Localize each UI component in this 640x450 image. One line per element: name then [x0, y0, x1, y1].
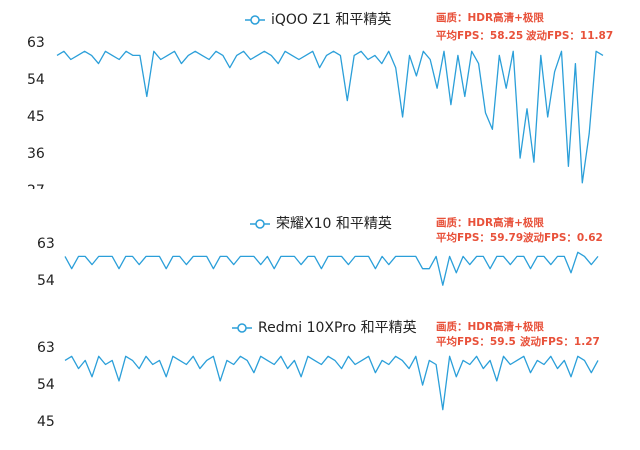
annotation: 平均FPS：58.25: [436, 29, 523, 42]
legend-marker: [255, 219, 265, 229]
annotation: 画质：HDR高清+极限: [436, 11, 544, 24]
y-tick-label: 63: [27, 35, 45, 51]
annotation: 画质：HDR高清+极限: [436, 216, 544, 229]
y-tick-label: 63: [37, 340, 55, 356]
y-tick-label: 45: [27, 109, 45, 125]
fps-line: [56, 50, 604, 184]
annotation: 波动FPS：1.27: [520, 335, 600, 348]
annotation: 波动FPS：11.87: [526, 29, 613, 42]
legend-label: Redmi 10XPro 和平精英: [258, 319, 417, 336]
y-tick-label: 63: [37, 236, 55, 252]
legend-label: 荣耀X10 和平精英: [276, 215, 392, 232]
y-tick-label: 54: [37, 273, 55, 289]
annotation: 平均FPS：59.79: [436, 231, 523, 244]
chart-panel: 63 54 45 Redmi 10XPro 和平精英 画质：HDR高清+极限平均FPS：…: [37, 319, 600, 430]
legend-marker: [250, 15, 260, 25]
y-tick-label: 27: [27, 183, 45, 199]
fps-line: [64, 251, 599, 286]
y-tick-label: 54: [27, 72, 45, 88]
annotation: 平均FPS：59.5: [436, 335, 516, 348]
chart-panel: 63 54 45 36 27 iQOO Z1 和平精英 画质：HDR高清+极限平均FPS：5…: [27, 11, 613, 199]
y-tick-label: 54: [37, 377, 55, 393]
fps-line: [64, 355, 599, 411]
annotation: 画质：HDR高清+极限: [436, 320, 544, 333]
legend-label: iQOO Z1 和平精英: [271, 11, 391, 28]
annotation: 波动FPS：0.62: [523, 231, 603, 244]
y-tick-label: 36: [27, 146, 45, 162]
legend-marker: [237, 323, 247, 333]
y-tick-label: 45: [37, 414, 55, 430]
